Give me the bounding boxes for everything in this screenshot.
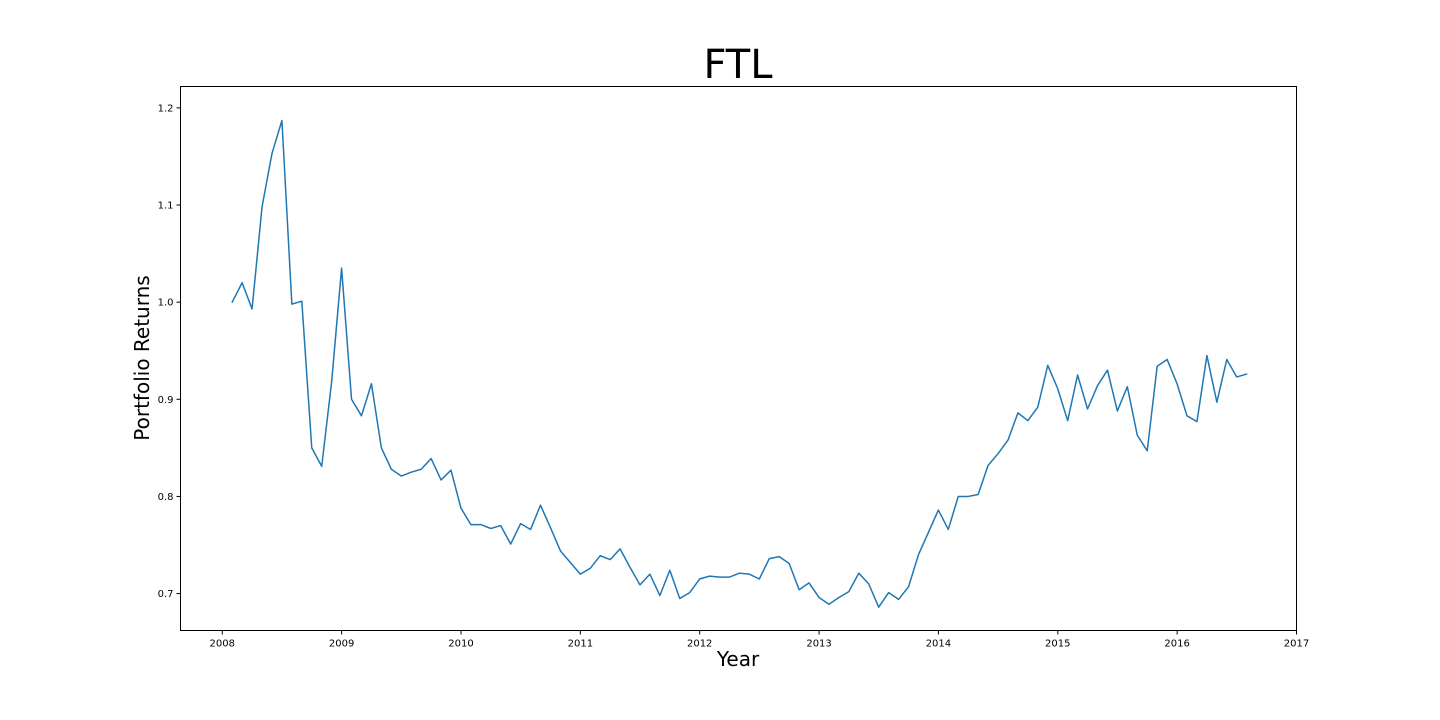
x-tick-label: 2011 [568,639,593,650]
x-tick-label: 2015 [1045,639,1070,650]
y-axis: 0.7 0.8 0.9 1.0 1.1 1.2 [158,103,181,600]
x-tick-label: 2014 [926,639,951,650]
plot-area [231,119,1248,608]
x-tick-label: 2010 [448,639,473,650]
y-tick-label: 1.1 [158,201,174,212]
y-tick-label: 0.9 [158,395,174,406]
y-tick-label: 1.0 [158,298,174,309]
y-tick-label: 0.8 [158,492,174,503]
axes-frame [180,86,1297,631]
y-axis-label: Portfolio Returns [130,275,154,440]
chart-title: FTL [703,42,773,88]
y-tick-label: 0.7 [158,589,174,600]
series-line-0 [231,119,1248,608]
x-tick-label: 2008 [210,639,235,650]
x-axis-label: Year [716,647,760,671]
x-axis: 2008 2009 2010 2011 2012 2013 2014 2015 2016 2017 [210,630,1309,650]
x-tick-label: 2009 [329,639,354,650]
x-tick-label: 2012 [687,639,712,650]
x-tick-label: 2016 [1164,639,1189,650]
x-tick-label: 2013 [806,639,831,650]
y-tick-label: 1.2 [158,103,174,114]
x-tick-label: 2017 [1284,639,1309,650]
